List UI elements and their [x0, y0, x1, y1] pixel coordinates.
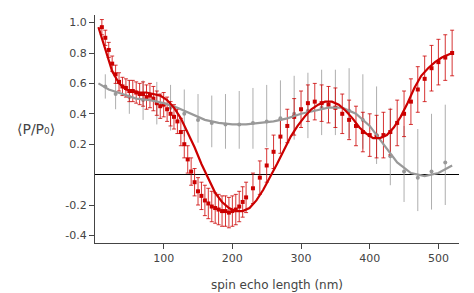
svg-text:-0.2: -0.2 — [65, 199, 86, 212]
svg-text:0.8: 0.8 — [69, 47, 87, 60]
svg-text:200: 200 — [222, 252, 243, 265]
svg-text:⟨P/P₀⟩: ⟨P/P₀⟩ — [17, 121, 55, 137]
svg-text:100: 100 — [153, 252, 174, 265]
svg-text:0.6: 0.6 — [69, 77, 87, 90]
svg-text:0.4: 0.4 — [69, 108, 87, 121]
svg-text:400: 400 — [359, 252, 380, 265]
svg-text:500: 500 — [428, 252, 449, 265]
svg-text:300: 300 — [291, 252, 312, 265]
svg-text:0.2: 0.2 — [69, 138, 87, 151]
svg-text:spin echo length (nm): spin echo length (nm) — [211, 278, 343, 292]
svg-text:1.0: 1.0 — [69, 16, 87, 29]
svg-text:-0.4: -0.4 — [65, 229, 86, 242]
